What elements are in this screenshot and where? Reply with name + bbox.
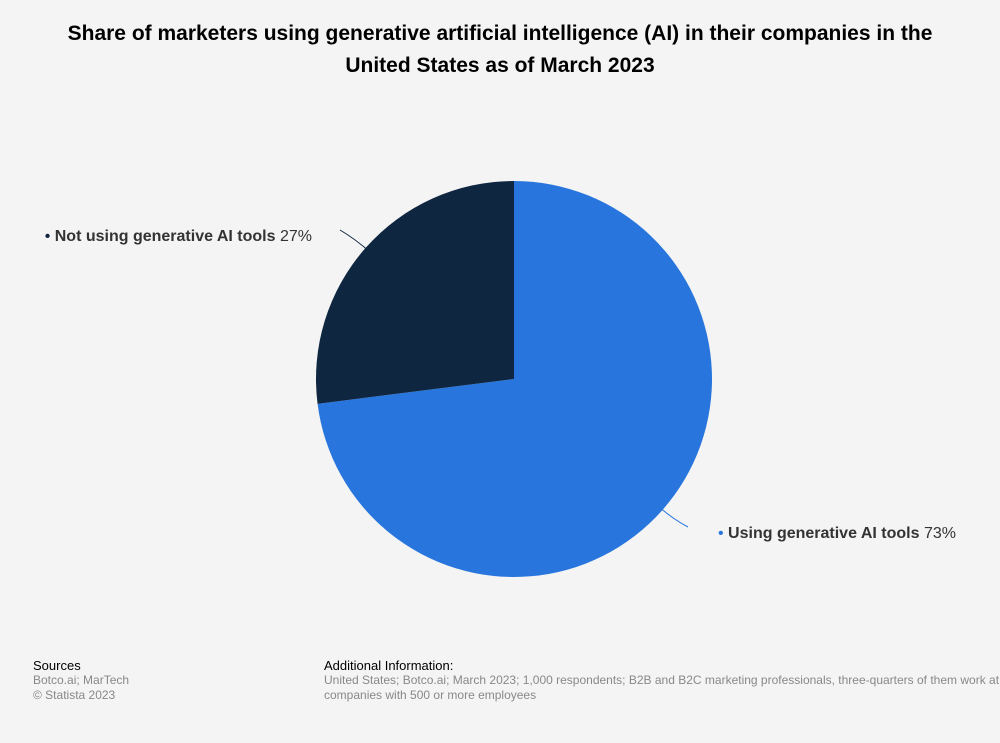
pie-label-name: Not using generative AI tools — [55, 228, 280, 245]
pie-connector-0 — [657, 505, 689, 528]
pie-slice-0[interactable] — [317, 181, 712, 577]
sources-heading: Sources — [33, 658, 81, 673]
pie-label-name: Using generative AI tools — [728, 525, 924, 542]
pie-label-value: 73% — [924, 525, 956, 542]
additional-info-heading: Additional Information: — [324, 658, 454, 673]
pie-label-bullet: • — [45, 228, 55, 245]
pie-connector-1 — [339, 229, 371, 253]
copyright-line: © Statista 2023 — [33, 688, 116, 702]
pie-slice-1[interactable] — [315, 181, 514, 404]
pie-labels: • Using generative AI tools 73%• Not usi… — [45, 228, 956, 542]
pie-label-value: 27% — [280, 228, 312, 245]
sources-line[interactable]: Botco.ai; MarTech — [33, 673, 130, 687]
additional-info-block: Additional Information: United States; B… — [324, 658, 1000, 703]
pie-label-bullet: • — [718, 525, 728, 542]
pie-label-0: • Using generative AI tools 73% — [718, 525, 956, 542]
pie-label-1: • Not using generative AI tools 27% — [45, 228, 312, 245]
sources-block: Sources Botco.ai; MarTech © Statista 202… — [33, 658, 129, 703]
pie-slices — [315, 181, 712, 577]
additional-info-text: United States; Botco.ai; March 2023; 1,0… — [324, 673, 1000, 702]
chart-title: Share of marketers using generative arti… — [67, 22, 933, 77]
